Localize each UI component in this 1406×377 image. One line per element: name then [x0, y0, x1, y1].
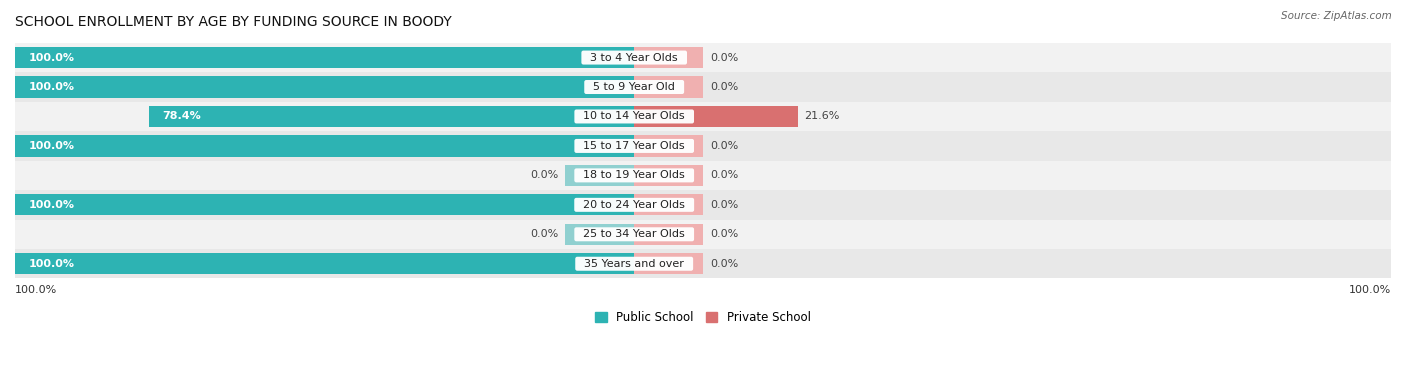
Text: 5 to 9 Year Old: 5 to 9 Year Old — [586, 82, 682, 92]
Bar — [634, 224, 703, 245]
Text: 100.0%: 100.0% — [28, 200, 75, 210]
Text: SCHOOL ENROLLMENT BY AGE BY FUNDING SOURCE IN BOODY: SCHOOL ENROLLMENT BY AGE BY FUNDING SOUR… — [15, 15, 451, 29]
Text: 0.0%: 0.0% — [710, 52, 738, 63]
Bar — [15, 102, 1391, 131]
Bar — [15, 72, 1391, 102]
Text: 0.0%: 0.0% — [710, 170, 738, 180]
Bar — [15, 190, 1391, 219]
Text: 20 to 24 Year Olds: 20 to 24 Year Olds — [576, 200, 692, 210]
Text: Source: ZipAtlas.com: Source: ZipAtlas.com — [1281, 11, 1392, 21]
Bar — [15, 219, 1391, 249]
Bar — [15, 253, 634, 274]
Text: 100.0%: 100.0% — [15, 285, 58, 295]
Bar — [149, 106, 634, 127]
Text: 18 to 19 Year Olds: 18 to 19 Year Olds — [576, 170, 692, 180]
Bar — [15, 249, 1391, 279]
Text: 0.0%: 0.0% — [710, 82, 738, 92]
Bar — [15, 161, 1391, 190]
Bar — [634, 77, 703, 98]
Bar — [15, 43, 1391, 72]
Text: 15 to 17 Year Olds: 15 to 17 Year Olds — [576, 141, 692, 151]
Text: 0.0%: 0.0% — [710, 229, 738, 239]
Text: 0.0%: 0.0% — [710, 141, 738, 151]
Bar — [634, 135, 703, 156]
Text: 100.0%: 100.0% — [28, 82, 75, 92]
Bar — [565, 224, 634, 245]
Text: 0.0%: 0.0% — [710, 259, 738, 269]
Legend: Public School, Private School: Public School, Private School — [591, 306, 815, 329]
Text: 0.0%: 0.0% — [710, 200, 738, 210]
Text: 100.0%: 100.0% — [28, 52, 75, 63]
Bar — [565, 165, 634, 186]
Bar — [15, 77, 634, 98]
Text: 0.0%: 0.0% — [530, 229, 558, 239]
Bar — [15, 135, 634, 156]
Text: 78.4%: 78.4% — [163, 112, 201, 121]
Bar — [15, 131, 1391, 161]
Text: 100.0%: 100.0% — [28, 141, 75, 151]
Bar — [634, 165, 703, 186]
Text: 25 to 34 Year Olds: 25 to 34 Year Olds — [576, 229, 692, 239]
Text: 100.0%: 100.0% — [1348, 285, 1391, 295]
Text: 3 to 4 Year Olds: 3 to 4 Year Olds — [583, 52, 685, 63]
Text: 10 to 14 Year Olds: 10 to 14 Year Olds — [576, 112, 692, 121]
Bar — [634, 194, 703, 215]
Text: 100.0%: 100.0% — [28, 259, 75, 269]
Bar — [634, 253, 703, 274]
Text: 0.0%: 0.0% — [530, 170, 558, 180]
Bar — [634, 106, 797, 127]
Bar — [15, 194, 634, 215]
Text: 21.6%: 21.6% — [804, 112, 839, 121]
Bar — [634, 47, 703, 68]
Bar — [15, 47, 634, 68]
Text: 35 Years and over: 35 Years and over — [578, 259, 692, 269]
